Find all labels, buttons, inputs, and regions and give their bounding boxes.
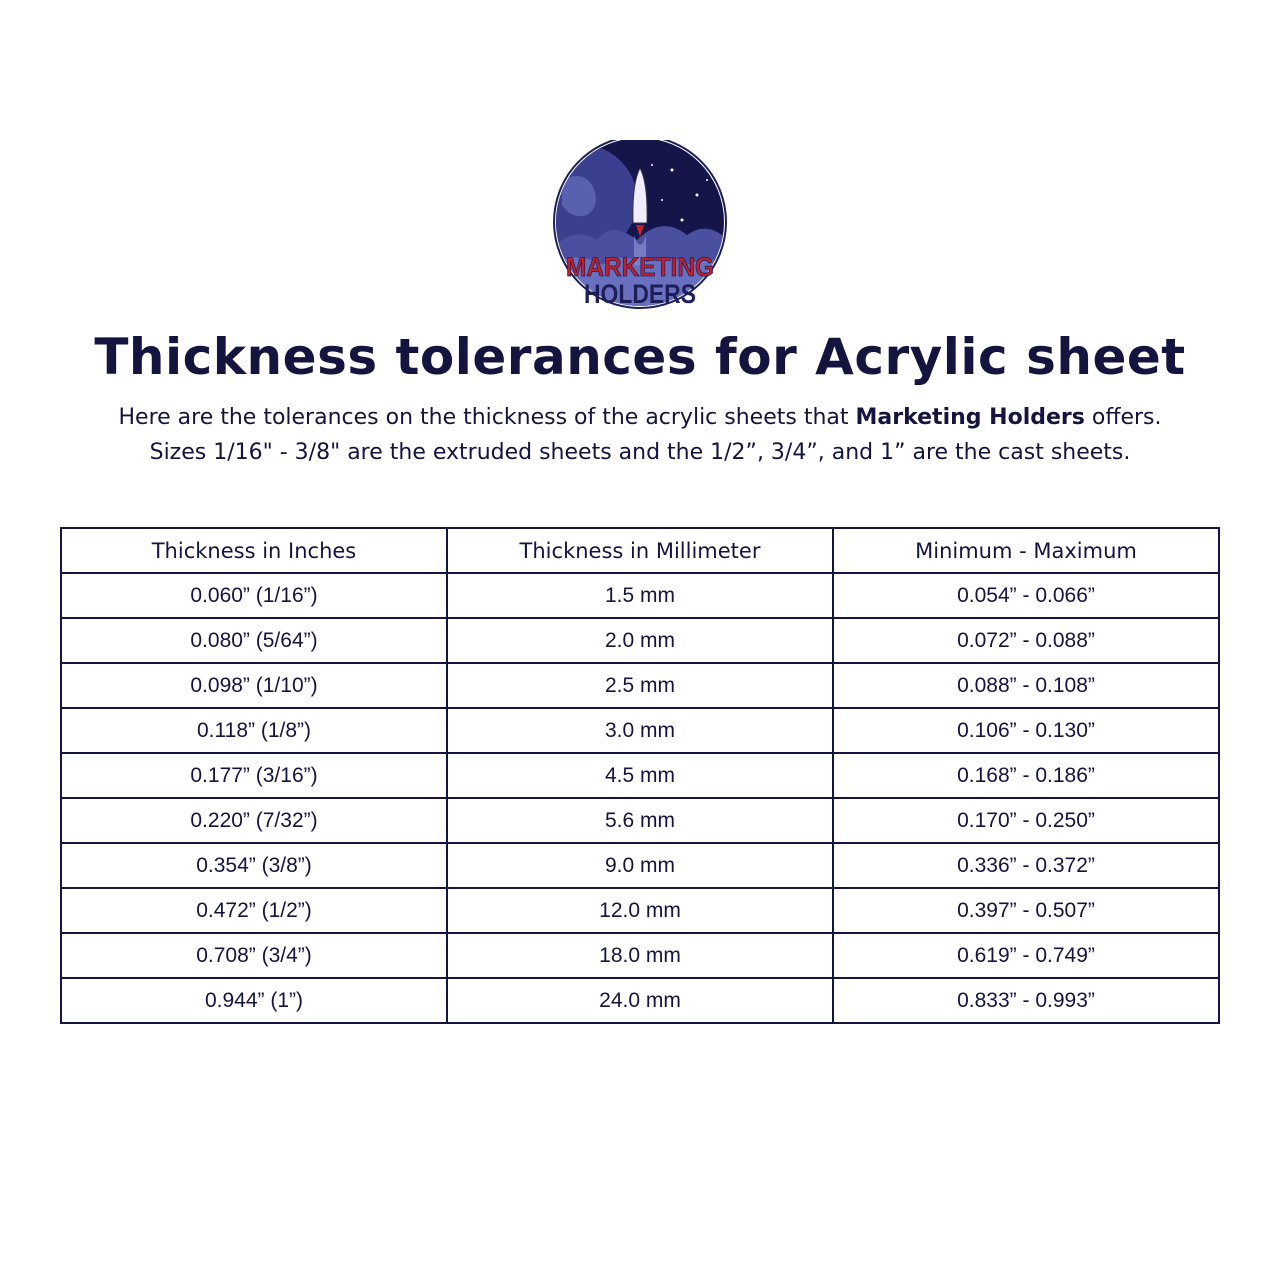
table-cell: 24.0 mm <box>446 977 834 1024</box>
intro-text: Here are the tolerances on the thickness… <box>0 400 1280 470</box>
table-cell: 0.944” (1”) <box>60 977 448 1024</box>
page-title: Thickness tolerances for Acrylic sheet <box>94 328 1186 386</box>
table-cell: 0.072” - 0.088” <box>832 617 1220 664</box>
brand-name: Marketing Holders <box>855 405 1085 430</box>
table-cell: 18.0 mm <box>446 932 834 979</box>
table-row: 0.944” (1”) 24.0 mm 0.833” - 0.993” <box>60 977 1220 1024</box>
table-cell: 0.220” (7/32”) <box>60 797 448 844</box>
table-cell: 0.080” (5/64”) <box>60 617 448 664</box>
table-cell: 2.0 mm <box>446 617 834 664</box>
intro-text-part: offers. <box>1084 405 1162 430</box>
table-row: 0.060” (1/16”) 1.5 mm 0.054” - 0.066” <box>60 572 1220 619</box>
table-cell: 3.0 mm <box>446 707 834 754</box>
table-cell: 0.619” - 0.749” <box>832 932 1220 979</box>
tolerance-table: Thickness in Inches Thickness in Millime… <box>60 527 1220 1024</box>
table-row: 0.354” (3/8”) 9.0 mm 0.336” - 0.372” <box>60 842 1220 889</box>
logo-line1: MARKETING <box>566 252 714 282</box>
table-header-row: Thickness in Inches Thickness in Millime… <box>60 527 1220 574</box>
table-cell: 0.354” (3/8”) <box>60 842 448 889</box>
table-cell: 0.397” - 0.507” <box>832 887 1220 934</box>
table-cell: 0.833” - 0.993” <box>832 977 1220 1024</box>
table-cell: 12.0 mm <box>446 887 834 934</box>
table-cell: 0.336” - 0.372” <box>832 842 1220 889</box>
column-header: Thickness in Millimeter <box>446 527 834 574</box>
column-header: Thickness in Inches <box>60 527 448 574</box>
table-cell: 0.054” - 0.066” <box>832 572 1220 619</box>
table-cell: 0.170” - 0.250” <box>832 797 1220 844</box>
logo-line2: HOLDERS <box>584 279 696 309</box>
table-row: 0.080” (5/64”) 2.0 mm 0.072” - 0.088” <box>60 617 1220 664</box>
table-row: 0.118” (1/8”) 3.0 mm 0.106” - 0.130” <box>60 707 1220 754</box>
table-row: 0.220” (7/32”) 5.6 mm 0.170” - 0.250” <box>60 797 1220 844</box>
table-row: 0.472” (1/2”) 12.0 mm 0.397” - 0.507” <box>60 887 1220 934</box>
intro-line-1: Here are the tolerances on the thickness… <box>0 400 1280 435</box>
table-cell: 4.5 mm <box>446 752 834 799</box>
table-cell: 0.168” - 0.186” <box>832 752 1220 799</box>
table-cell: 0.177” (3/16”) <box>60 752 448 799</box>
column-header: Minimum - Maximum <box>832 527 1220 574</box>
intro-line-2: Sizes 1/16" - 3/8" are the extruded shee… <box>149 440 1131 465</box>
intro-text-part: Here are the tolerances on the thickness… <box>118 405 856 430</box>
table-row: 0.177” (3/16”) 4.5 mm 0.168” - 0.186” <box>60 752 1220 799</box>
table-row: 0.098” (1/10”) 2.5 mm 0.088” - 0.108” <box>60 662 1220 709</box>
table-cell: 0.088” - 0.108” <box>832 662 1220 709</box>
table-cell: 9.0 mm <box>446 842 834 889</box>
table-cell: 0.098” (1/10”) <box>60 662 448 709</box>
table-cell: 0.118” (1/8”) <box>60 707 448 754</box>
table-cell: 0.060” (1/16”) <box>60 572 448 619</box>
table-cell: 5.6 mm <box>446 797 834 844</box>
table-row: 0.708” (3/4”) 18.0 mm 0.619” - 0.749” <box>60 932 1220 979</box>
table-cell: 2.5 mm <box>446 662 834 709</box>
table-cell: 0.106” - 0.130” <box>832 707 1220 754</box>
table-cell: 1.5 mm <box>446 572 834 619</box>
table-cell: 0.472” (1/2”) <box>60 887 448 934</box>
table-cell: 0.708” (3/4”) <box>60 932 448 979</box>
marketing-holders-logo: MARKETING HOLDERS <box>553 140 727 309</box>
